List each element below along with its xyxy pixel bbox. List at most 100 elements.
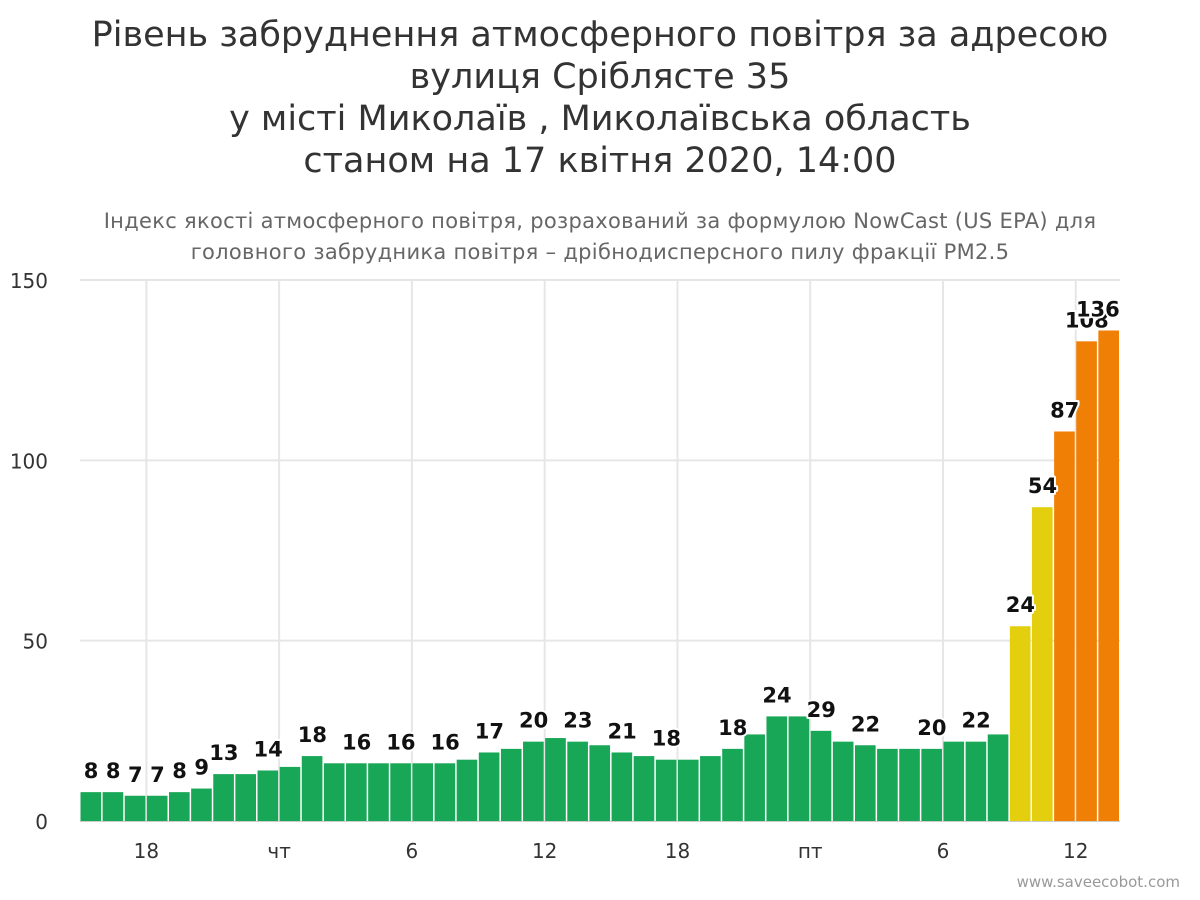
subtitle-line-1: Індекс якості атмосферного повітря, розр… — [103, 209, 1097, 233]
x-tick-label: 12 — [1063, 839, 1088, 863]
data-label: 108 — [1065, 308, 1109, 332]
data-label: 136 — [1076, 297, 1120, 321]
bar — [832, 741, 854, 821]
bar — [877, 748, 898, 821]
bar — [523, 741, 544, 821]
data-label: 22 — [962, 709, 991, 733]
y-tick-label: 100 — [10, 449, 48, 473]
title-line-2: вулиця Сріблясте 35 — [409, 57, 791, 97]
x-tick-label: 6 — [406, 839, 419, 863]
credit-link[interactable]: www.saveecobot.com — [1016, 873, 1180, 891]
data-label: 18 — [718, 716, 747, 740]
bar — [633, 756, 655, 821]
gridlines — [80, 279, 1120, 821]
data-label: 24 — [1006, 593, 1035, 617]
data-label: 9 — [194, 756, 209, 780]
bar — [456, 759, 478, 821]
bar — [346, 763, 367, 821]
bar — [700, 756, 721, 821]
data-label: 29 — [807, 698, 836, 722]
bar — [323, 763, 345, 821]
bar — [191, 788, 212, 821]
data-label: 14 — [253, 738, 282, 762]
bar — [500, 748, 522, 821]
bar — [279, 766, 301, 821]
bar — [1031, 507, 1053, 821]
data-label: 8 — [84, 759, 99, 783]
bars — [80, 330, 1119, 821]
data-label: 7 — [128, 763, 143, 787]
bar — [854, 745, 876, 821]
bar — [1009, 626, 1031, 821]
bar — [412, 763, 434, 821]
bar — [965, 741, 987, 821]
data-label: 18 — [298, 723, 327, 747]
data-label: 22 — [851, 712, 880, 736]
bar — [434, 763, 456, 821]
data-label: 54 — [1028, 474, 1057, 498]
data-label: 87 — [1050, 398, 1079, 422]
data-label: 17 — [475, 719, 504, 743]
data-label: 16 — [430, 730, 459, 754]
bar — [589, 745, 611, 821]
x-tick-label: 18 — [134, 839, 159, 863]
bar — [655, 759, 677, 821]
bar — [677, 759, 699, 821]
bar — [257, 770, 279, 821]
bar — [1054, 431, 1075, 821]
chart-title: Рівень забруднення атмосферного повітря … — [0, 14, 1200, 182]
x-tick-label: 12 — [532, 839, 557, 863]
bar — [810, 730, 832, 821]
bar — [722, 748, 743, 821]
data-label: 8 — [106, 759, 121, 783]
bar — [80, 792, 102, 821]
y-tick-label: 0 — [35, 810, 48, 834]
y-tick-label: 150 — [10, 269, 48, 293]
bar — [899, 748, 920, 821]
bar — [169, 792, 190, 821]
y-tick-label: 50 — [23, 630, 48, 654]
data-label: 20 — [519, 709, 548, 733]
bar — [987, 734, 1009, 821]
x-tick-label: 18 — [665, 839, 690, 863]
data-label: 24 — [762, 683, 791, 707]
x-tick-label: пт — [798, 839, 823, 863]
data-label: 23 — [563, 709, 592, 733]
bar — [567, 741, 588, 821]
bar — [1098, 330, 1119, 821]
data-label: 8 — [172, 759, 187, 783]
bar — [235, 774, 257, 821]
bar — [545, 738, 566, 821]
bar — [788, 716, 810, 821]
x-tick-label: 6 — [937, 839, 950, 863]
subtitle-line-2: головного забрудника повітря – дрібнодис… — [190, 240, 1010, 264]
bar — [611, 752, 633, 821]
chart-subtitle: Індекс якості атмосферного повітря, розр… — [60, 206, 1140, 268]
data-label: 21 — [608, 719, 637, 743]
bar — [301, 756, 323, 821]
bar — [102, 792, 124, 821]
x-tick-label: чт — [267, 839, 291, 863]
bar — [921, 748, 942, 821]
data-label: 16 — [342, 730, 371, 754]
data-label: 7 — [150, 763, 165, 787]
data-label: 20 — [917, 716, 946, 740]
data-label: 16 — [386, 730, 415, 754]
title-line-3: у місті Миколаїв , Миколаївська область — [229, 99, 971, 139]
title-line-1: Рівень забруднення атмосферного повітря … — [91, 15, 1109, 55]
bar — [146, 795, 168, 821]
bar — [124, 795, 146, 821]
bar — [766, 716, 788, 821]
bar — [368, 763, 389, 821]
data-label: 13 — [209, 741, 238, 765]
axes: 0 50 100 150 18 чт 6 12 18 пт 6 12 — [10, 269, 1120, 863]
bar — [213, 774, 234, 821]
bar — [390, 763, 411, 821]
bar — [1076, 341, 1097, 821]
bar — [478, 752, 500, 821]
title-line-4: станом на 17 квітня 2020, 14:00 — [303, 141, 897, 181]
bar — [943, 741, 965, 821]
data-label: 18 — [652, 727, 681, 751]
